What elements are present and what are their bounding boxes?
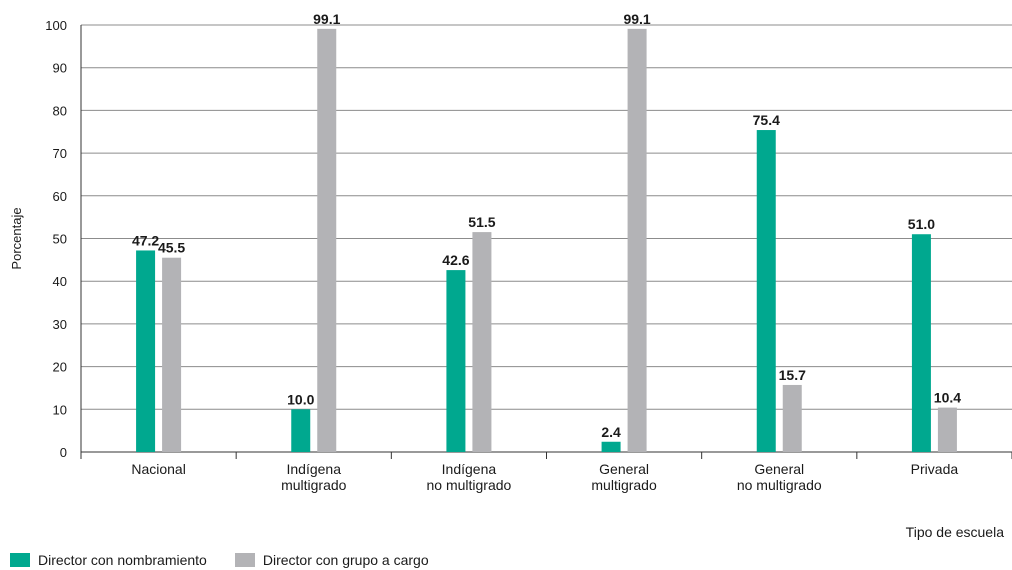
bars: [136, 28, 957, 453]
category-label: Indígena no multigrado: [427, 461, 512, 493]
data-label: 75.4: [753, 112, 780, 128]
y-tick-label: 0: [60, 445, 67, 460]
bar: [446, 270, 466, 452]
data-label: 10.4: [934, 390, 961, 406]
y-tick-label: 30: [53, 317, 67, 332]
data-label: 47.2: [132, 232, 159, 248]
bar: [782, 384, 802, 452]
y-tick-label: 60: [53, 189, 67, 204]
bar: [472, 232, 492, 452]
legend-label: Director con nombramiento: [38, 552, 207, 568]
gridlines: [81, 24, 1012, 410]
bar: [601, 441, 621, 452]
bar: [937, 407, 957, 452]
bar: [136, 250, 156, 452]
bar: [291, 409, 311, 452]
legend-swatch-teal: [10, 553, 30, 567]
y-axis-title: Porcentaje: [9, 207, 24, 269]
bar: [162, 257, 182, 452]
legend-label: Director con grupo a cargo: [262, 552, 429, 568]
data-label: 51.0: [908, 216, 935, 232]
data-label: 99.1: [313, 11, 340, 27]
data-label: 99.1: [623, 11, 650, 27]
bar: [317, 28, 337, 453]
legend-item-grupo: Director con grupo a cargo: [234, 552, 429, 568]
bar-chart: 0 10 20 30 40 50 60 70 80 90 100 Nacional Indígena mu…: [9, 11, 1012, 493]
category-label: Indígena multigrado: [281, 461, 347, 493]
data-label: 10.0: [287, 391, 314, 407]
data-label: 51.5: [468, 214, 495, 230]
y-tick-label: 90: [53, 61, 67, 76]
data-label: 15.7: [779, 367, 806, 383]
bar: [911, 234, 931, 452]
data-label: 2.4: [601, 424, 621, 440]
x-axis-title: Tipo de escuela: [905, 524, 1004, 540]
y-tick-label: 10: [53, 402, 67, 417]
legend-swatch-gray: [234, 553, 255, 567]
value-labels: 47.245.5 10.0 99.1 42.6 51.5 2.4 99.1 75.4 15.7 5…: [132, 11, 961, 440]
data-label: 42.6: [442, 252, 469, 268]
category-label: General multigrado: [591, 461, 657, 493]
y-tick-label: 40: [53, 274, 67, 289]
category-label: Privada: [911, 461, 959, 477]
y-tick-label: 80: [53, 103, 67, 118]
category-label: Nacional: [131, 461, 185, 477]
y-tick-label: 100: [45, 18, 67, 33]
bar: [756, 130, 776, 453]
y-tick-label: 70: [53, 146, 67, 161]
legend: Director con nombramiento Director con g…: [10, 552, 457, 568]
y-tick-label: 50: [53, 232, 67, 247]
category-label: General no multigrado: [737, 461, 822, 493]
axes: 0 10 20 30 40 50 60 70 80 90 100 Nacional Indígena mu…: [45, 18, 1012, 493]
legend-item-nombramiento: Director con nombramiento: [10, 552, 207, 568]
data-label: 45.5: [158, 240, 185, 256]
y-tick-label: 20: [53, 360, 67, 375]
bar: [627, 28, 647, 453]
